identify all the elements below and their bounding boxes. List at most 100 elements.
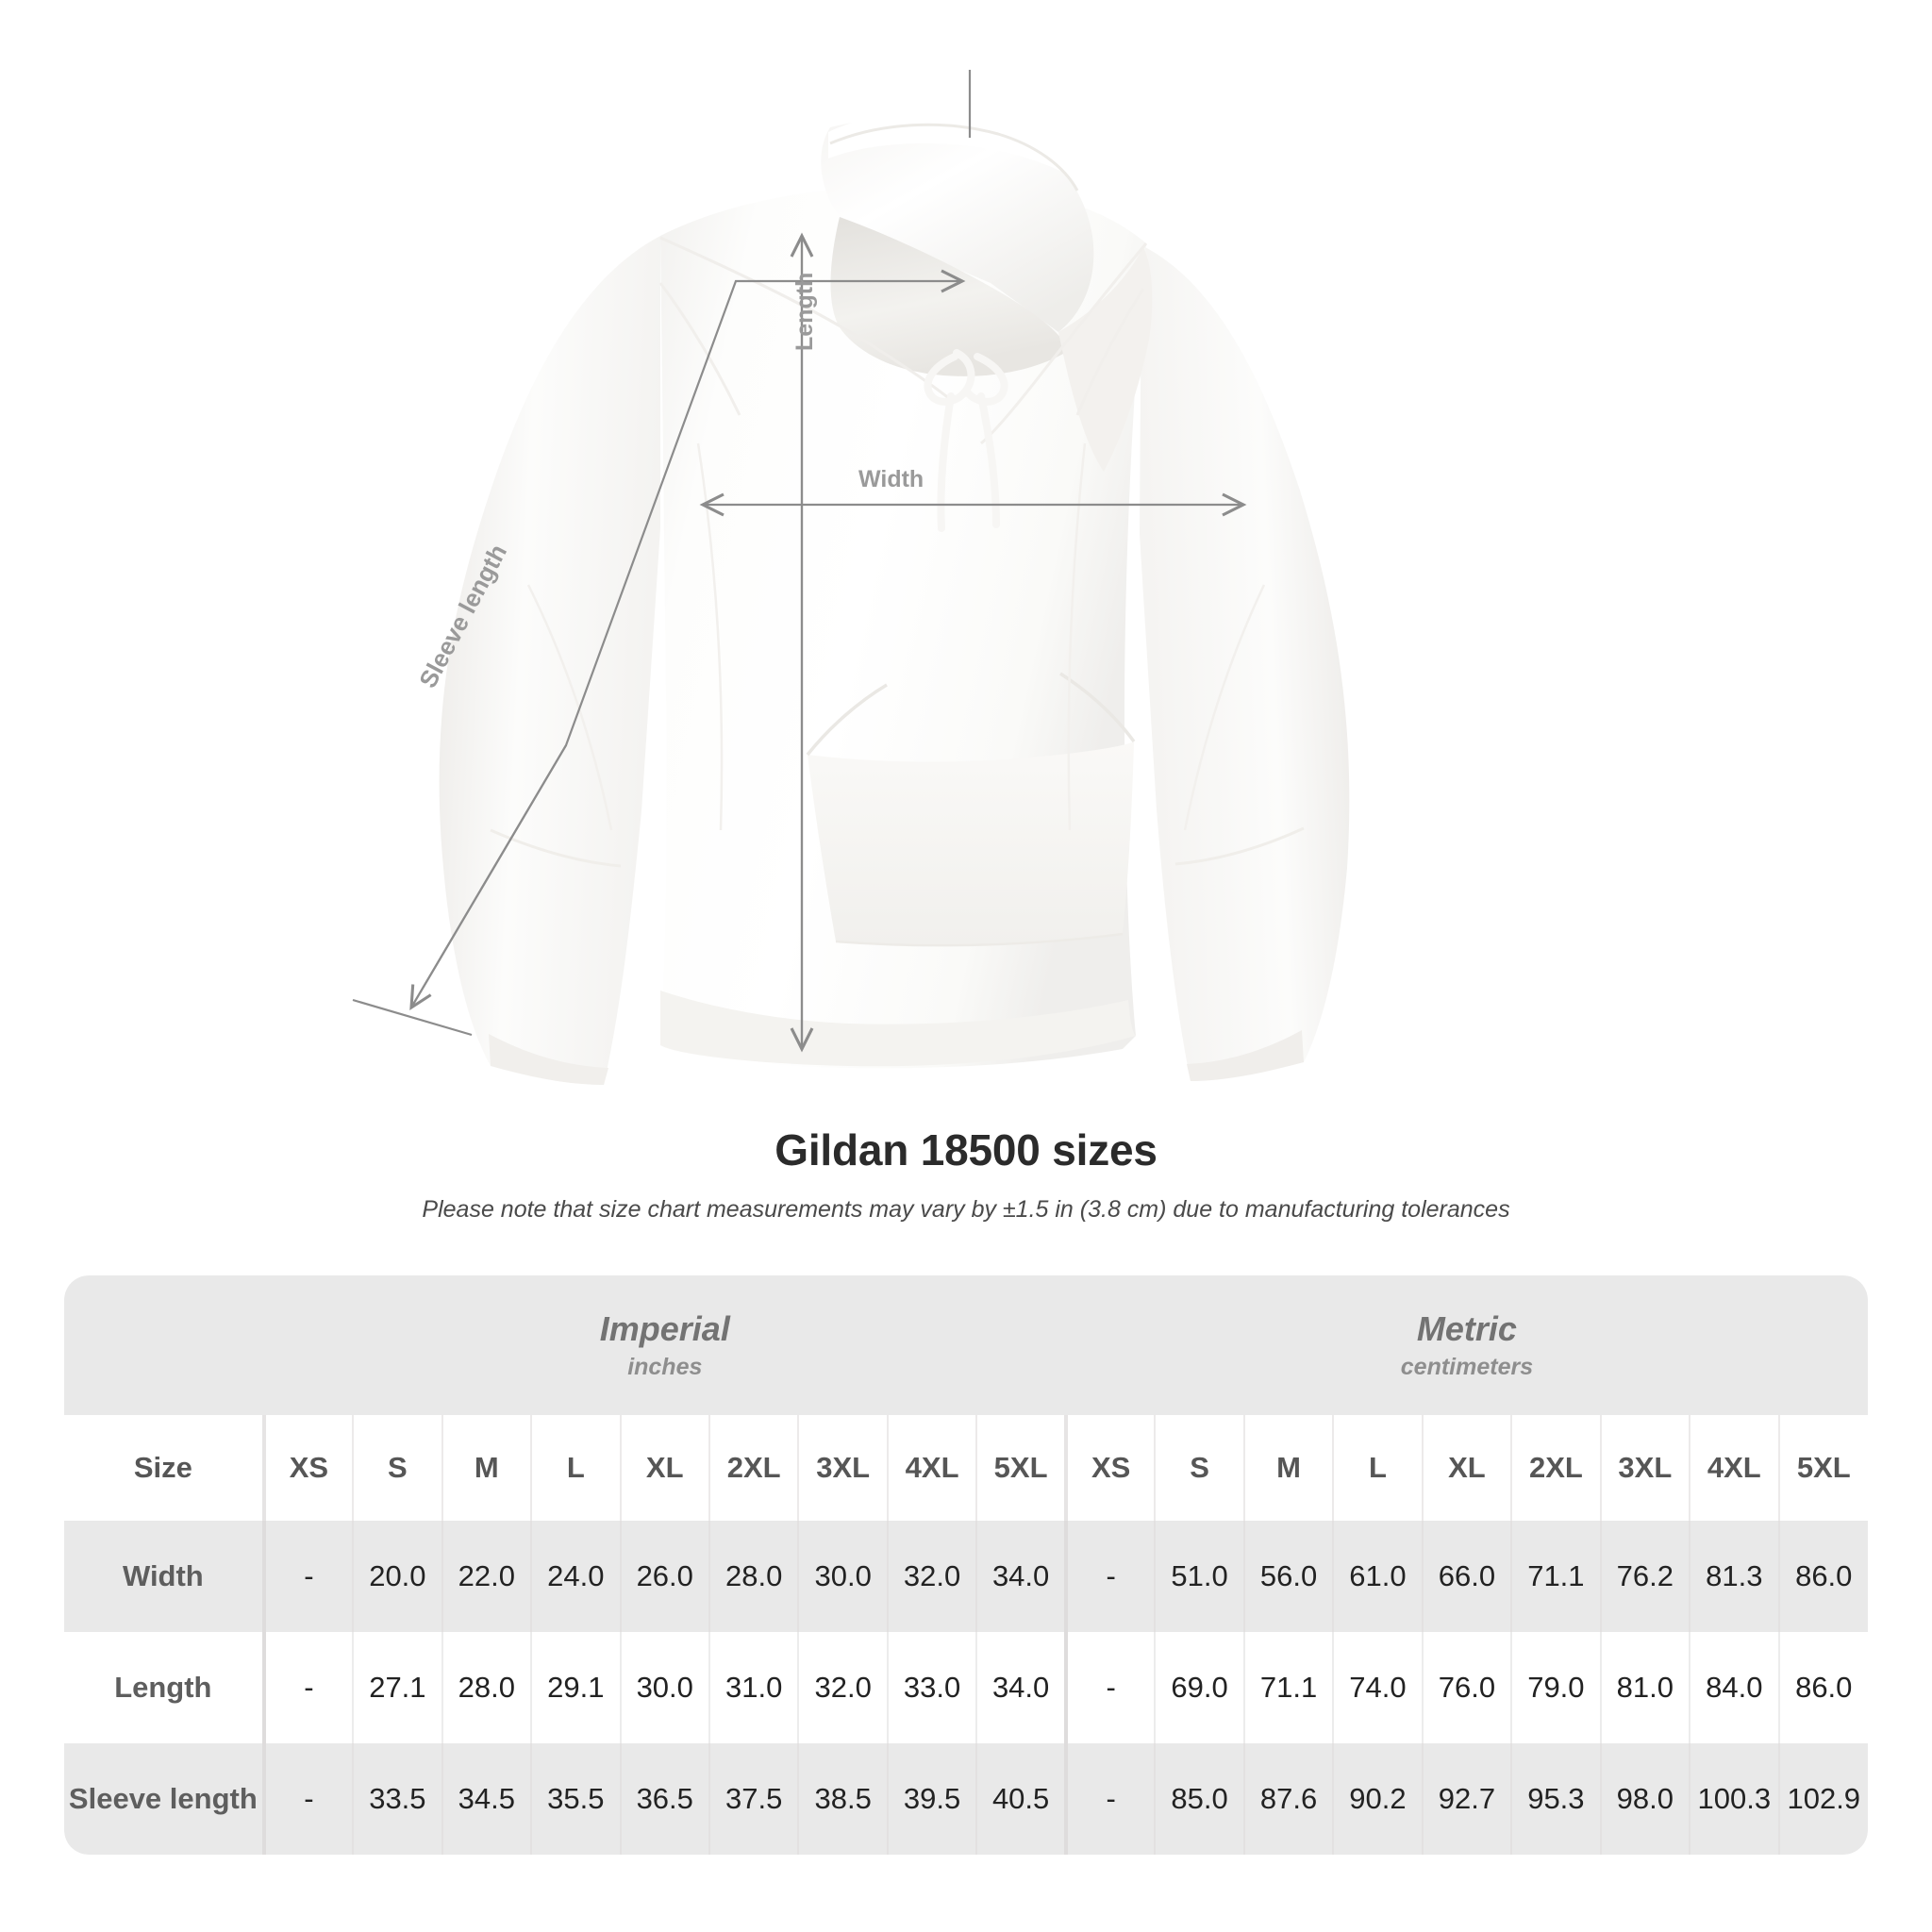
size-header-imp-3xl: 3XL <box>797 1415 888 1521</box>
cell-width-imp-4xl: 32.0 <box>886 1521 977 1632</box>
size-chart-table: Imperial inches Metric centimeters Size … <box>64 1275 1868 1855</box>
row-label-sleeve-length: Sleeve length <box>64 1743 264 1855</box>
cell-width-met-2xl: 71.1 <box>1510 1521 1601 1632</box>
cell-length-imp-3xl: 32.0 <box>797 1632 888 1743</box>
cell-width-met-s: 51.0 <box>1154 1521 1244 1632</box>
cell-width-met-xs: - <box>1063 1521 1156 1632</box>
cell-length-imp-4xl: 33.0 <box>886 1632 977 1743</box>
cell-length-met-4xl: 84.0 <box>1689 1632 1779 1743</box>
unit-group-header-row: Imperial inches Metric centimeters <box>64 1275 1868 1415</box>
tolerance-note: Please note that size chart measurements… <box>422 1196 1510 1223</box>
table-row-sleeve-length: Sleeve length - 33.5 34.5 35.5 36.5 37.5… <box>64 1743 1868 1855</box>
size-header-met-3xl: 3XL <box>1599 1415 1690 1521</box>
cell-length-met-xs: - <box>1063 1632 1156 1743</box>
cell-length-imp-s: 27.1 <box>352 1632 442 1743</box>
size-header-imp-4xl: 4XL <box>886 1415 977 1521</box>
size-header-met-xl: XL <box>1421 1415 1512 1521</box>
cell-sleeve-met-5xl: 102.9 <box>1777 1743 1868 1855</box>
unit-group-metric-sub: centimeters <box>1400 1354 1534 1381</box>
cell-sleeve-imp-xl: 36.5 <box>619 1743 709 1855</box>
unit-group-metric: Metric centimeters <box>1065 1275 1868 1415</box>
cell-width-met-4xl: 81.3 <box>1689 1521 1779 1632</box>
size-table-container: Imperial inches Metric centimeters Size … <box>64 1275 1868 1855</box>
cell-length-met-l: 74.0 <box>1332 1632 1423 1743</box>
cell-width-met-m: 56.0 <box>1242 1521 1334 1632</box>
cell-width-imp-3xl: 30.0 <box>797 1521 888 1632</box>
cell-sleeve-met-2xl: 95.3 <box>1510 1743 1601 1855</box>
garment-illustration: Length Width Sleeve length <box>352 70 1350 1085</box>
cell-sleeve-met-xl: 92.7 <box>1421 1743 1512 1855</box>
page-title: Gildan 18500 sizes <box>774 1125 1158 1174</box>
size-header-imp-2xl: 2XL <box>708 1415 799 1521</box>
table-row-length: Length - 27.1 28.0 29.1 30.0 31.0 32.0 3… <box>64 1632 1868 1743</box>
cell-width-imp-xl: 26.0 <box>619 1521 709 1632</box>
cell-width-imp-2xl: 28.0 <box>708 1521 799 1632</box>
cell-sleeve-met-xs: - <box>1063 1743 1156 1855</box>
size-header-imp-m: M <box>441 1415 532 1521</box>
cell-length-met-m: 71.1 <box>1242 1632 1334 1743</box>
cell-width-met-3xl: 76.2 <box>1599 1521 1690 1632</box>
cell-sleeve-imp-2xl: 37.5 <box>708 1743 799 1855</box>
measurement-annotations <box>352 70 1247 1053</box>
size-header-met-5xl: 5XL <box>1777 1415 1868 1521</box>
table-row-width: Width - 20.0 22.0 24.0 26.0 28.0 30.0 32… <box>64 1521 1868 1632</box>
cell-length-imp-xs: - <box>261 1632 354 1743</box>
cell-sleeve-met-4xl: 100.3 <box>1689 1743 1779 1855</box>
unit-group-imperial-sub: inches <box>627 1354 703 1381</box>
hoodie-graphic <box>439 108 1350 1085</box>
size-header-met-m: M <box>1242 1415 1334 1521</box>
hoodie-diagram-svg <box>352 70 1350 1085</box>
cell-sleeve-imp-4xl: 39.5 <box>886 1743 977 1855</box>
cell-sleeve-imp-s: 33.5 <box>352 1743 442 1855</box>
size-header-imp-xl: XL <box>619 1415 709 1521</box>
cell-width-met-5xl: 86.0 <box>1777 1521 1868 1632</box>
size-header-imp-5xl: 5XL <box>975 1415 1066 1521</box>
cell-length-imp-2xl: 31.0 <box>708 1632 799 1743</box>
cell-sleeve-met-m: 87.6 <box>1242 1743 1334 1855</box>
cell-width-imp-m: 22.0 <box>441 1521 532 1632</box>
cell-length-met-s: 69.0 <box>1154 1632 1244 1743</box>
unit-group-imperial-name: Imperial <box>599 1308 730 1348</box>
sleeve-cuff-arrow <box>409 744 567 1010</box>
cell-width-met-xl: 66.0 <box>1421 1521 1512 1632</box>
cell-length-met-xl: 76.0 <box>1421 1632 1512 1743</box>
size-header-met-s: S <box>1154 1415 1244 1521</box>
cell-sleeve-met-3xl: 98.0 <box>1599 1743 1690 1855</box>
size-header-met-2xl: 2XL <box>1510 1415 1601 1521</box>
cell-width-imp-5xl: 34.0 <box>975 1521 1066 1632</box>
cell-length-met-5xl: 86.0 <box>1777 1632 1868 1743</box>
size-header-met-xs: XS <box>1063 1415 1156 1521</box>
row-label-length: Length <box>64 1632 264 1743</box>
cell-length-imp-m: 28.0 <box>441 1632 532 1743</box>
length-annotation-label: Length <box>791 272 818 351</box>
cell-length-imp-5xl: 34.0 <box>975 1632 1066 1743</box>
size-header-met-l: L <box>1332 1415 1423 1521</box>
cell-width-imp-l: 24.0 <box>530 1521 621 1632</box>
size-header-imp-xs: XS <box>261 1415 354 1521</box>
cell-width-met-l: 61.0 <box>1332 1521 1423 1632</box>
cell-length-imp-xl: 30.0 <box>619 1632 709 1743</box>
cell-sleeve-met-l: 90.2 <box>1332 1743 1423 1855</box>
cell-sleeve-imp-m: 34.5 <box>441 1743 532 1855</box>
cell-width-imp-xs: - <box>261 1521 354 1632</box>
sleeve-cuff-tick <box>352 998 473 1037</box>
size-header-row: Size XS S M L XL 2XL 3XL 4XL 5XL XS S M … <box>64 1415 1868 1521</box>
cell-length-imp-l: 29.1 <box>530 1632 621 1743</box>
width-annotation-label: Width <box>858 466 924 492</box>
unit-group-metric-name: Metric <box>1416 1308 1517 1348</box>
cell-length-met-3xl: 81.0 <box>1599 1632 1690 1743</box>
cell-sleeve-met-s: 85.0 <box>1154 1743 1244 1855</box>
cell-sleeve-imp-xs: - <box>261 1743 354 1855</box>
size-header-label: Size <box>64 1415 264 1521</box>
cell-sleeve-imp-3xl: 38.5 <box>797 1743 888 1855</box>
size-header-imp-l: L <box>530 1415 621 1521</box>
title-block: Gildan 18500 sizes Please note that size… <box>0 1124 1932 1224</box>
cell-length-met-2xl: 79.0 <box>1510 1632 1601 1743</box>
cell-sleeve-imp-5xl: 40.5 <box>975 1743 1066 1855</box>
cell-sleeve-imp-l: 35.5 <box>530 1743 621 1855</box>
unit-group-imperial: Imperial inches <box>263 1275 1066 1415</box>
size-header-met-4xl: 4XL <box>1689 1415 1779 1521</box>
unit-header-spacer <box>64 1275 264 1415</box>
size-header-imp-s: S <box>352 1415 442 1521</box>
